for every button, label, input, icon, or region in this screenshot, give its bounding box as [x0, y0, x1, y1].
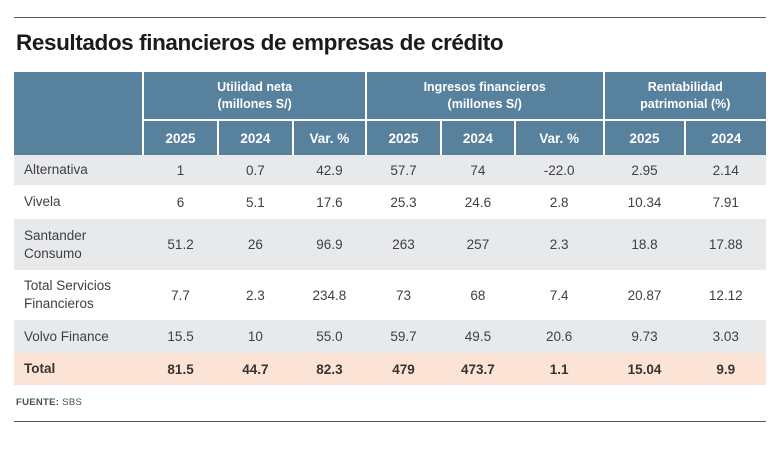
group-label-line2: patrimonial (%) — [640, 96, 731, 111]
group-label-line1: Ingresos financieros — [423, 79, 546, 94]
row-name-cell: Total Servicios Financieros — [14, 270, 144, 320]
total-row: Total 81.5 44.7 82.3 479 473.7 1.1 15.04… — [14, 353, 766, 385]
value-cell: 257 — [441, 219, 515, 270]
value-cell: 26 — [217, 219, 293, 270]
column-group-rentabilidad-patrimonial: Rentabilidad patrimonial (%) — [602, 72, 766, 121]
column-group-utilidad-neta: Utilidad neta (millones S/) — [142, 72, 367, 121]
subheader-utilidad-2024: 2024 — [216, 119, 294, 155]
value-cell: 6 — [143, 185, 218, 219]
infographic-canvas: Resultados financieros de empresas de cr… — [0, 17, 780, 465]
subheader-ingresos-2024: 2024 — [440, 119, 516, 155]
value-cell: 7.4 — [514, 270, 604, 320]
value-cell: 1 — [143, 155, 218, 185]
total-value-cell: 473.7 — [441, 353, 515, 385]
value-cell: 10 — [217, 320, 293, 353]
value-cell: 17.88 — [685, 219, 766, 270]
total-value-cell: 81.5 — [143, 353, 218, 385]
total-row-name-cell: Total — [14, 353, 144, 385]
row-name-cell: Alternativa — [14, 155, 144, 185]
value-cell: 59.7 — [365, 320, 442, 353]
table-row: Volvo Finance 15.5 10 55.0 59.7 49.5 20.… — [14, 320, 766, 353]
subheader-rentabilidad-2025: 2025 — [602, 119, 687, 155]
source-label: FUENTE: — [16, 397, 60, 408]
value-cell: 49.5 — [441, 320, 515, 353]
total-value-cell: 15.04 — [603, 353, 686, 385]
column-group-ingresos-financieros: Ingresos financieros (millones S/) — [364, 72, 605, 121]
row-name-cell: Santander Consumo — [14, 219, 144, 270]
value-cell: 7.7 — [143, 270, 218, 320]
value-cell: 68 — [441, 270, 515, 320]
value-cell: 10.34 — [603, 185, 686, 219]
value-cell: -22.0 — [514, 155, 604, 185]
value-cell: 20.6 — [514, 320, 604, 353]
value-cell: 18.8 — [603, 219, 686, 270]
value-cell: 2.95 — [603, 155, 686, 185]
value-cell: 7.91 — [685, 185, 766, 219]
value-cell: 42.9 — [292, 155, 366, 185]
value-cell: 55.0 — [292, 320, 366, 353]
value-cell: 74 — [441, 155, 515, 185]
total-value-cell: 9.9 — [685, 353, 766, 385]
value-cell: 57.7 — [365, 155, 442, 185]
group-label-line1: Rentabilidad — [647, 79, 723, 94]
table-row: Alternativa 1 0.7 42.9 57.7 74 -22.0 2.9… — [14, 155, 766, 185]
value-cell: 25.3 — [365, 185, 442, 219]
value-cell: 263 — [365, 219, 442, 270]
total-value-cell: 82.3 — [292, 353, 366, 385]
value-cell: 73 — [365, 270, 442, 320]
value-cell: 2.14 — [685, 155, 766, 185]
top-divider — [14, 17, 766, 18]
table-row: Santander Consumo 51.2 26 96.9 263 257 2… — [14, 219, 766, 270]
row-name-cell: Volvo Finance — [14, 320, 144, 353]
value-cell: 20.87 — [603, 270, 686, 320]
subheader-rentabilidad-2024: 2024 — [684, 119, 766, 155]
source-value: SBS — [62, 397, 83, 408]
value-cell: 2.3 — [514, 219, 604, 270]
value-cell: 3.03 — [685, 320, 766, 353]
row-name-cell: Vivela — [14, 185, 144, 219]
value-cell: 15.5 — [143, 320, 218, 353]
value-cell: 24.6 — [441, 185, 515, 219]
group-label-line1: Utilidad neta — [217, 79, 293, 94]
value-cell: 234.8 — [292, 270, 366, 320]
total-value-cell: 1.1 — [514, 353, 604, 385]
source-note: FUENTE: SBS — [16, 397, 766, 408]
value-cell: 2.3 — [217, 270, 293, 320]
group-label-line2: (millones S/) — [217, 96, 292, 111]
value-cell: 0.7 — [217, 155, 293, 185]
table-row: Total Servicios Financieros 7.7 2.3 234.… — [14, 270, 766, 320]
table-row: Vivela 6 5.1 17.6 25.3 24.6 2.8 10.34 7.… — [14, 185, 766, 219]
subheader-ingresos-2025: 2025 — [364, 119, 443, 155]
value-cell: 17.6 — [292, 185, 366, 219]
financial-results-table: Utilidad neta (millones S/) Ingresos fin… — [14, 72, 766, 385]
corner-cell — [14, 72, 145, 155]
bottom-divider — [14, 421, 766, 422]
total-value-cell: 479 — [365, 353, 442, 385]
value-cell: 9.73 — [603, 320, 686, 353]
value-cell: 12.12 — [685, 270, 766, 320]
table-header: Utilidad neta (millones S/) Ingresos fin… — [14, 72, 766, 155]
value-cell: 2.8 — [514, 185, 604, 219]
group-label-line2: (millones S/) — [447, 96, 522, 111]
subheader-ingresos-var: Var. % — [513, 119, 605, 155]
value-cell: 96.9 — [292, 219, 366, 270]
value-cell: 5.1 — [217, 185, 293, 219]
page-title: Resultados financieros de empresas de cr… — [16, 30, 504, 55]
total-value-cell: 44.7 — [217, 353, 293, 385]
value-cell: 51.2 — [143, 219, 218, 270]
subheader-utilidad-var: Var. % — [291, 119, 367, 155]
subheader-utilidad-2025: 2025 — [142, 119, 219, 155]
